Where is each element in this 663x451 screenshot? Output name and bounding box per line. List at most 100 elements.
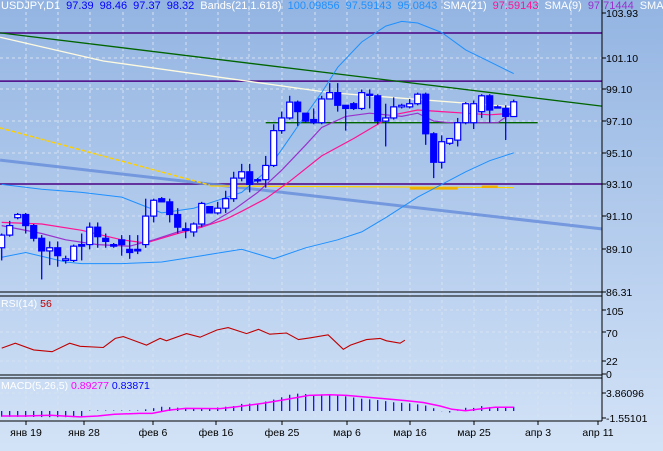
candle-body-bearish	[22, 213, 30, 227]
macd-value-1: 0.89277	[71, 380, 109, 392]
candle	[342, 104, 350, 131]
candle-body-bullish	[470, 103, 478, 124]
rsi-pane[interactable]	[1, 327, 406, 353]
price-label: 103.93	[606, 8, 638, 20]
candle-body-bullish	[62, 258, 70, 262]
candle-body-bearish	[502, 107, 510, 117]
macd-pane[interactable]	[1, 393, 515, 418]
candle	[62, 255, 70, 264]
candle-body-bearish	[158, 198, 166, 203]
candle	[0, 233, 6, 261]
candle-body-bullish	[366, 93, 374, 97]
candle	[374, 94, 382, 125]
candle-body-bullish	[406, 103, 414, 108]
candle	[286, 95, 294, 120]
high-value: 98.46	[99, 0, 128, 12]
price-label: 97.10	[606, 116, 632, 128]
rsi-level-label: 70	[606, 328, 618, 340]
candle	[214, 201, 222, 215]
price-label: 93.10	[606, 179, 632, 191]
candle-body-bearish	[166, 201, 174, 216]
candle-body-bullish	[286, 101, 294, 119]
candle	[382, 103, 390, 147]
candle	[486, 94, 494, 123]
candle-body-bullish	[190, 223, 198, 233]
candle	[398, 103, 406, 109]
candle-body-bearish	[422, 93, 430, 135]
candle-body-bullish	[86, 226, 94, 246]
rsi-value: 56	[40, 298, 52, 310]
main-price-pane[interactable]	[0, 20, 602, 280]
bands-middle-value: 97.59143	[345, 0, 392, 12]
candle-body-bearish	[94, 226, 102, 238]
macd-signal-line	[1, 393, 514, 418]
candle-body-bullish	[230, 177, 238, 200]
date-label: мар 6	[333, 427, 361, 439]
candle	[334, 83, 342, 112]
candle-body-bullish	[398, 104, 406, 108]
candle-body-bullish	[46, 247, 54, 252]
candle	[302, 112, 310, 123]
candle-body-bullish	[462, 103, 470, 124]
candle	[438, 135, 446, 169]
chart-header: USDJPY,D1 97.39 98.46 97.37 98.32 Bands(21,1.…	[1, 0, 663, 13]
candle-body-bearish	[206, 206, 214, 214]
candle-body-bullish	[6, 224, 14, 236]
axes: 103.93 101.10 99.10 97.10 95.10 93.10 91…	[0, 0, 648, 439]
candle	[22, 212, 30, 234]
candle-body-bullish	[358, 92, 366, 110]
candle	[270, 124, 278, 168]
candle	[118, 235, 126, 256]
candle-body-bearish	[342, 104, 350, 110]
candle	[174, 208, 182, 234]
candle-body-bullish	[222, 198, 230, 209]
candle	[422, 92, 430, 145]
candle-body-bearish	[110, 243, 118, 247]
candle	[430, 132, 438, 179]
candle-body-bearish	[78, 243, 86, 247]
candle-body-bearish	[102, 237, 110, 243]
candle-body-bearish	[246, 171, 254, 186]
rsi-level-label: 0	[606, 369, 612, 381]
candle	[158, 197, 166, 203]
symbol-label: USDJPY,D1	[1, 0, 61, 12]
candle-body-bullish	[150, 199, 158, 217]
candle-body-bullish	[0, 234, 6, 249]
candle	[14, 212, 22, 220]
date-label: мар 25	[457, 427, 491, 439]
candle	[262, 155, 270, 188]
sma21-line	[1, 109, 514, 244]
candle-body-bearish	[302, 112, 310, 122]
candle-body-bearish	[334, 92, 342, 106]
candle	[462, 102, 470, 125]
candle-body-bearish	[134, 248, 142, 252]
macd-value-2: 0.83871	[111, 380, 150, 392]
macd-level-label: -1.55101	[606, 413, 648, 425]
candle	[406, 98, 414, 109]
bands-upper-value: 100.09856	[287, 0, 340, 12]
candle-body-bearish	[350, 103, 358, 110]
candle-body-bullish	[278, 117, 286, 132]
candle	[6, 220, 14, 237]
candle	[182, 222, 190, 239]
candle	[222, 190, 230, 213]
candle	[414, 92, 422, 106]
candle	[30, 224, 38, 242]
candle	[478, 94, 486, 118]
cream-moving-average-line	[0, 36, 514, 108]
candle	[294, 100, 302, 126]
price-label: 91.10	[606, 211, 632, 223]
price-label: 89.10	[606, 244, 632, 256]
macd-label: MACD(5,26,5)	[1, 380, 69, 392]
candle-body-bullish	[510, 101, 518, 118]
yellow-dashed-line	[0, 127, 210, 186]
price-label: 95.10	[606, 148, 632, 160]
candle	[254, 178, 262, 183]
yellow-line	[209, 185, 514, 189]
candle-body-bullish	[214, 207, 222, 214]
trendline-blue	[0, 158, 602, 231]
bands-lower-value: 95.0843	[397, 0, 438, 12]
